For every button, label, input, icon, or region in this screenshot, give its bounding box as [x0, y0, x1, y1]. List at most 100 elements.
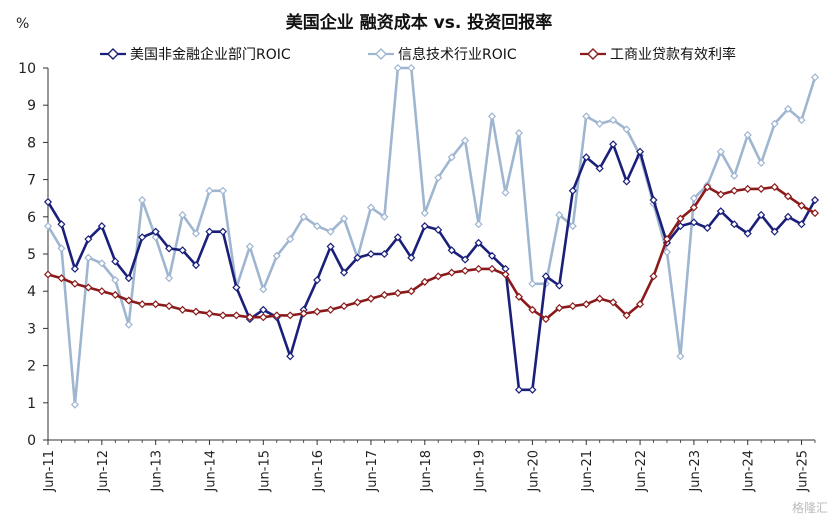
data-point-loan-rate — [636, 300, 645, 309]
chart-title: 美国企业 融资成本 vs. 投资回报率 — [285, 13, 553, 33]
data-point-loan-rate — [232, 311, 241, 320]
data-point-roic-it — [757, 158, 766, 167]
data-point-loan-rate — [434, 272, 443, 281]
data-point-roic-it — [743, 130, 752, 140]
y-tick-label: 9 — [27, 98, 36, 114]
data-point-roic-nonfinancial — [743, 229, 752, 238]
y-tick-label: 2 — [27, 359, 36, 375]
data-point-loan-rate — [662, 235, 672, 244]
data-point-roic-it — [245, 242, 254, 251]
data-point-roic-it — [784, 104, 793, 113]
chart-legend: 美国非金融企业部门ROIC 信息技术行业ROIC 工商业贷款有效利率 — [100, 44, 820, 68]
data-point-loan-rate — [97, 287, 106, 296]
data-point-loan-rate — [407, 287, 416, 296]
data-point-roic-nonfinancial — [124, 274, 133, 283]
legend-marker-loan-rate — [580, 48, 606, 60]
data-point-loan-rate — [245, 313, 254, 322]
x-tick-label: Jun-21 — [580, 450, 595, 493]
x-tick-label: Jun-20 — [526, 450, 541, 493]
data-point-loan-rate — [124, 296, 133, 305]
data-point-roic-nonfinancial — [57, 220, 66, 229]
data-point-loan-rate — [138, 300, 147, 309]
x-tick-label: Jun-15 — [257, 450, 272, 493]
data-point-roic-it — [205, 186, 214, 195]
data-point-roic-nonfinancial — [420, 222, 429, 231]
data-point-loan-rate — [326, 305, 335, 314]
x-tick-label: Jun-22 — [634, 450, 649, 493]
series-line-loan-rate — [47, 185, 816, 321]
data-point-roic-nonfinancial — [797, 220, 806, 229]
data-point-loan-rate — [191, 307, 201, 316]
data-point-roic-it — [70, 400, 79, 409]
data-point-roic-it — [420, 209, 429, 218]
data-point-loan-rate — [555, 303, 564, 312]
data-point-loan-rate — [501, 270, 510, 279]
data-point-roic-it — [84, 253, 93, 262]
data-point-roic-nonfinancial — [151, 227, 160, 236]
legend-label-roic-it: 信息技术行业ROIC — [398, 47, 517, 63]
data-point-loan-rate — [366, 294, 375, 303]
data-point-roic-nonfinancial — [286, 352, 295, 361]
legend-marker-roic-nonfinancial — [100, 48, 126, 60]
data-point-loan-rate — [218, 311, 227, 320]
data-point-roic-nonfinancial — [770, 227, 779, 236]
data-point-loan-rate — [716, 190, 725, 199]
data-point-roic-it — [339, 214, 349, 223]
y-tick-label: 0 — [27, 433, 36, 449]
watermark: 格隆汇 — [791, 501, 828, 515]
data-point-roic-nonfinancial — [514, 385, 524, 394]
data-point-loan-rate — [784, 192, 793, 201]
series-line-roic-it — [46, 66, 817, 407]
data-point-loan-rate — [568, 302, 577, 311]
data-point-loan-rate — [205, 309, 214, 318]
data-point-roic-it — [662, 248, 672, 257]
data-point-loan-rate — [730, 186, 739, 195]
data-point-loan-rate — [770, 182, 779, 192]
data-point-loan-rate — [299, 309, 308, 318]
data-point-loan-rate — [84, 283, 93, 292]
data-point-loan-rate — [488, 264, 497, 273]
data-point-roic-it — [474, 220, 483, 229]
data-point-roic-it — [595, 119, 604, 128]
data-point-loan-rate — [420, 277, 429, 286]
data-point-loan-rate — [689, 203, 698, 212]
x-tick-label: Jun-11 — [42, 450, 57, 493]
data-point-roic-it — [165, 274, 174, 283]
data-point-roic-nonfinancial — [43, 197, 53, 206]
data-point-roic-it — [609, 116, 618, 125]
y-tick-label: 8 — [27, 135, 36, 151]
data-point-roic-it — [259, 285, 268, 294]
data-point-roic-it — [434, 173, 443, 182]
data-point-roic-nonfinancial — [339, 268, 349, 277]
data-point-loan-rate — [339, 302, 349, 311]
data-point-loan-rate — [272, 311, 281, 320]
data-point-roic-nonfinancial — [138, 233, 147, 242]
data-point-loan-rate — [582, 300, 591, 309]
data-point-loan-rate — [474, 264, 483, 273]
y-tick-label: 4 — [27, 284, 36, 300]
data-point-roic-it — [461, 136, 470, 145]
data-point-roic-nonfinancial — [366, 249, 375, 259]
data-point-roic-it — [407, 63, 416, 73]
data-point-loan-rate — [810, 209, 820, 218]
y-tick-label: 10 — [18, 61, 36, 77]
data-point-roic-nonfinancial — [178, 246, 187, 255]
data-point-roic-nonfinancial — [447, 246, 456, 255]
data-point-roic-it — [568, 222, 577, 231]
data-point-roic-nonfinancial — [703, 223, 712, 233]
data-point-roic-nonfinancial — [380, 249, 389, 259]
data-point-roic-it — [97, 259, 106, 268]
data-point-loan-rate — [178, 305, 187, 314]
data-point-roic-nonfinancial — [622, 177, 631, 186]
data-point-roic-nonfinancial — [528, 385, 537, 394]
data-point-roic-nonfinancial — [218, 227, 227, 236]
data-point-loan-rate — [380, 290, 389, 299]
data-point-roic-it — [111, 275, 120, 285]
data-point-roic-nonfinancial — [649, 196, 658, 205]
data-point-roic-nonfinancial — [716, 207, 725, 216]
data-point-loan-rate — [703, 182, 712, 192]
data-point-roic-nonfinancial — [259, 305, 268, 314]
data-point-roic-it — [43, 222, 53, 231]
data-point-roic-it — [689, 194, 698, 203]
data-point-loan-rate — [541, 315, 550, 324]
